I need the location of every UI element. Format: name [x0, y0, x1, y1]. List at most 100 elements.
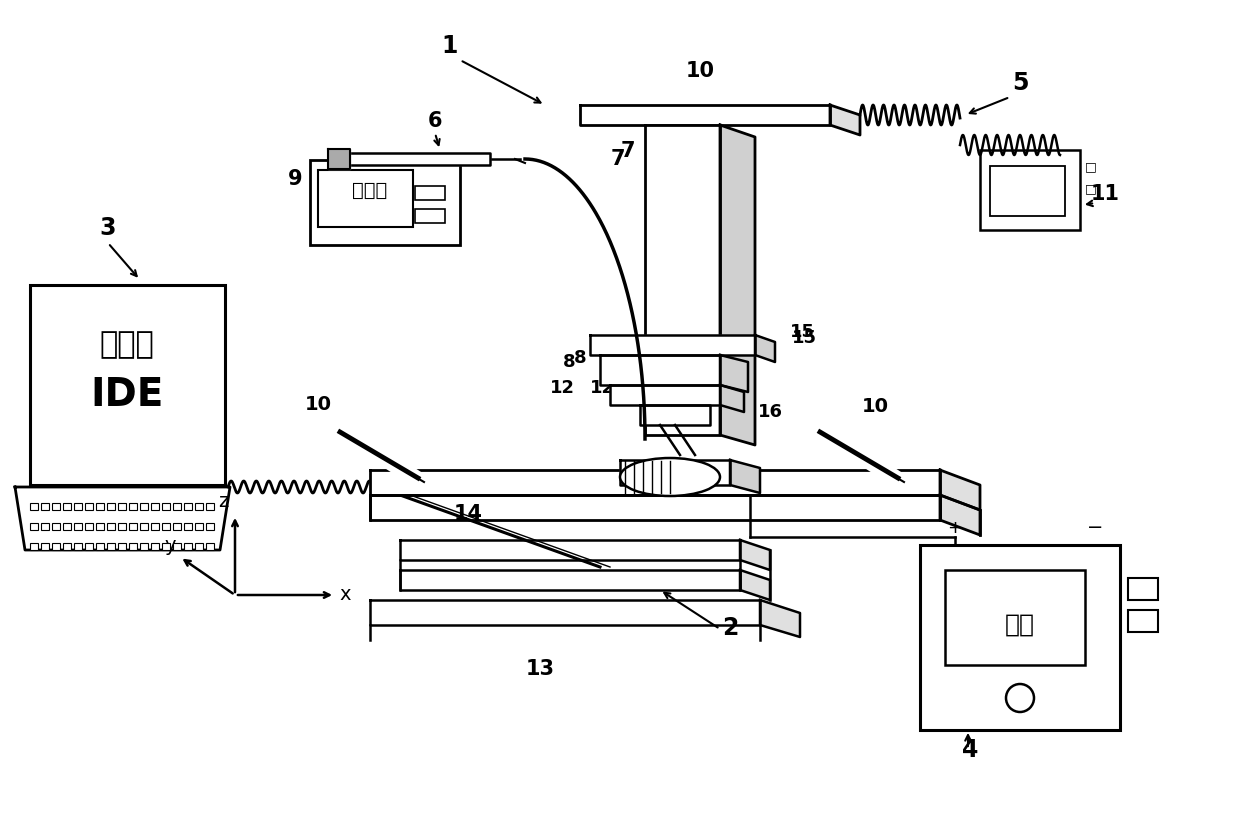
- Text: z: z: [218, 492, 228, 511]
- Polygon shape: [740, 540, 770, 570]
- Text: x: x: [340, 585, 351, 604]
- Bar: [95, 523, 104, 530]
- Bar: [1128, 578, 1158, 600]
- Bar: [52, 523, 60, 530]
- Polygon shape: [730, 460, 760, 493]
- Text: 6: 6: [428, 111, 443, 131]
- Bar: [63, 523, 71, 530]
- Text: 1: 1: [441, 34, 459, 58]
- Bar: [52, 543, 60, 550]
- Bar: [151, 503, 159, 510]
- Polygon shape: [760, 600, 800, 637]
- Bar: [945, 570, 1085, 665]
- Bar: [174, 523, 181, 530]
- Text: 3: 3: [99, 216, 117, 240]
- Polygon shape: [401, 570, 740, 590]
- Bar: [107, 523, 115, 530]
- Polygon shape: [580, 105, 830, 125]
- Polygon shape: [720, 385, 744, 412]
- Bar: [162, 503, 170, 510]
- Text: y: y: [164, 536, 176, 555]
- Bar: [30, 285, 224, 485]
- Text: □: □: [1085, 160, 1096, 173]
- Bar: [980, 150, 1080, 230]
- Polygon shape: [401, 540, 740, 560]
- Bar: [118, 503, 126, 510]
- Text: 7: 7: [610, 149, 625, 169]
- Text: 12: 12: [551, 379, 575, 397]
- Bar: [74, 543, 82, 550]
- Bar: [52, 503, 60, 510]
- Bar: [206, 523, 215, 530]
- Bar: [95, 543, 104, 550]
- Polygon shape: [329, 149, 350, 169]
- Bar: [317, 170, 413, 227]
- Polygon shape: [330, 153, 490, 165]
- Polygon shape: [720, 125, 755, 445]
- Bar: [151, 543, 159, 550]
- Text: 9: 9: [288, 169, 303, 189]
- Text: +: +: [947, 519, 962, 537]
- Text: 2: 2: [722, 616, 738, 640]
- Text: 8: 8: [574, 349, 587, 367]
- Text: 8: 8: [563, 353, 575, 371]
- Text: 11: 11: [1090, 184, 1120, 204]
- Bar: [206, 543, 215, 550]
- Polygon shape: [370, 495, 940, 520]
- Bar: [184, 503, 192, 510]
- Polygon shape: [740, 570, 770, 600]
- Bar: [206, 503, 215, 510]
- Text: 10: 10: [862, 397, 889, 416]
- Text: 10: 10: [305, 395, 332, 414]
- Bar: [195, 503, 203, 510]
- Polygon shape: [940, 495, 980, 535]
- Polygon shape: [610, 385, 720, 405]
- Polygon shape: [755, 335, 775, 362]
- Text: □: □: [1085, 182, 1096, 195]
- Bar: [107, 503, 115, 510]
- Bar: [41, 523, 50, 530]
- Bar: [129, 543, 136, 550]
- Polygon shape: [370, 600, 760, 625]
- Text: 16: 16: [715, 401, 739, 419]
- Bar: [162, 543, 170, 550]
- Polygon shape: [940, 470, 980, 510]
- Bar: [107, 543, 115, 550]
- Bar: [140, 503, 148, 510]
- Bar: [118, 523, 126, 530]
- Text: 12: 12: [590, 379, 615, 397]
- Text: 14: 14: [454, 504, 482, 524]
- Polygon shape: [600, 355, 720, 385]
- Text: IDE: IDE: [91, 376, 164, 414]
- Bar: [30, 503, 38, 510]
- Bar: [162, 523, 170, 530]
- Bar: [310, 160, 460, 245]
- Bar: [1128, 610, 1158, 632]
- Bar: [118, 543, 126, 550]
- Bar: [63, 543, 71, 550]
- Text: 注射泵: 注射泵: [352, 181, 388, 200]
- Bar: [129, 523, 136, 530]
- Polygon shape: [720, 355, 748, 392]
- Polygon shape: [830, 105, 861, 135]
- Bar: [140, 543, 148, 550]
- Bar: [74, 523, 82, 530]
- Bar: [990, 166, 1065, 216]
- Text: 5: 5: [1012, 71, 1028, 95]
- Bar: [195, 543, 203, 550]
- Polygon shape: [15, 487, 229, 550]
- Bar: [86, 523, 93, 530]
- Text: 15: 15: [790, 323, 815, 341]
- Polygon shape: [590, 335, 755, 355]
- Bar: [86, 543, 93, 550]
- Text: 4: 4: [962, 738, 978, 762]
- Bar: [174, 503, 181, 510]
- Text: 13: 13: [526, 659, 554, 679]
- Bar: [41, 503, 50, 510]
- Bar: [415, 186, 445, 200]
- Text: 10: 10: [686, 61, 714, 81]
- Bar: [95, 503, 104, 510]
- Polygon shape: [645, 125, 720, 435]
- Bar: [30, 523, 38, 530]
- Bar: [151, 523, 159, 530]
